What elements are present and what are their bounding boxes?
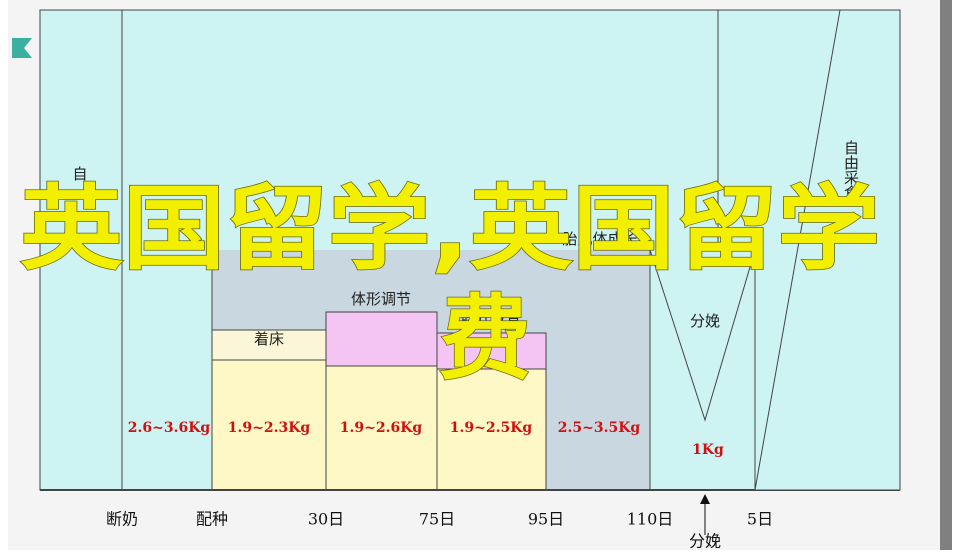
right-panel xyxy=(754,9,901,491)
block xyxy=(436,368,547,491)
stage-label: 胎儿发育 xyxy=(461,310,521,328)
weight: 1.9~2.3Kg xyxy=(228,420,311,436)
weight: 1Kg xyxy=(692,442,724,458)
axis-label: 75日 xyxy=(419,510,455,529)
block xyxy=(211,329,327,361)
weight: 2.6~3.6Kg xyxy=(128,420,211,436)
axis-label: 配种 xyxy=(196,510,228,529)
frame-shadow xyxy=(940,0,952,550)
arrow-head xyxy=(700,494,710,504)
weight: 1.9~2.6Kg xyxy=(340,420,423,436)
weight: 2.5~3.5Kg xyxy=(558,420,641,436)
overlay-title: 英国留学,英国留学 xyxy=(20,175,880,282)
axis-label: 30日 xyxy=(308,510,344,529)
block xyxy=(436,332,547,370)
stage-label: 自 xyxy=(72,165,87,183)
weight: 1.9~2.5Kg xyxy=(450,420,533,436)
birth-curve xyxy=(649,249,756,422)
stage-label: 自由采食 xyxy=(842,140,860,200)
stage-label: 分娩 xyxy=(690,312,720,330)
block xyxy=(325,311,438,367)
block xyxy=(211,359,327,491)
block xyxy=(325,365,438,491)
axis-label: 5日 xyxy=(747,510,773,529)
axis-label: 110日 xyxy=(627,510,674,529)
stage-label: 胎儿体成长 xyxy=(562,230,637,248)
stage-label: 着床 xyxy=(254,330,284,348)
stage-label: 体形调节 xyxy=(351,290,411,308)
axis-label: 断奶 xyxy=(106,510,138,529)
arrow-label: 分娩 xyxy=(689,532,721,551)
axis-label: 95日 xyxy=(528,510,564,529)
overlay-title: 费 xyxy=(439,285,531,392)
bookmark-icon xyxy=(12,38,32,58)
